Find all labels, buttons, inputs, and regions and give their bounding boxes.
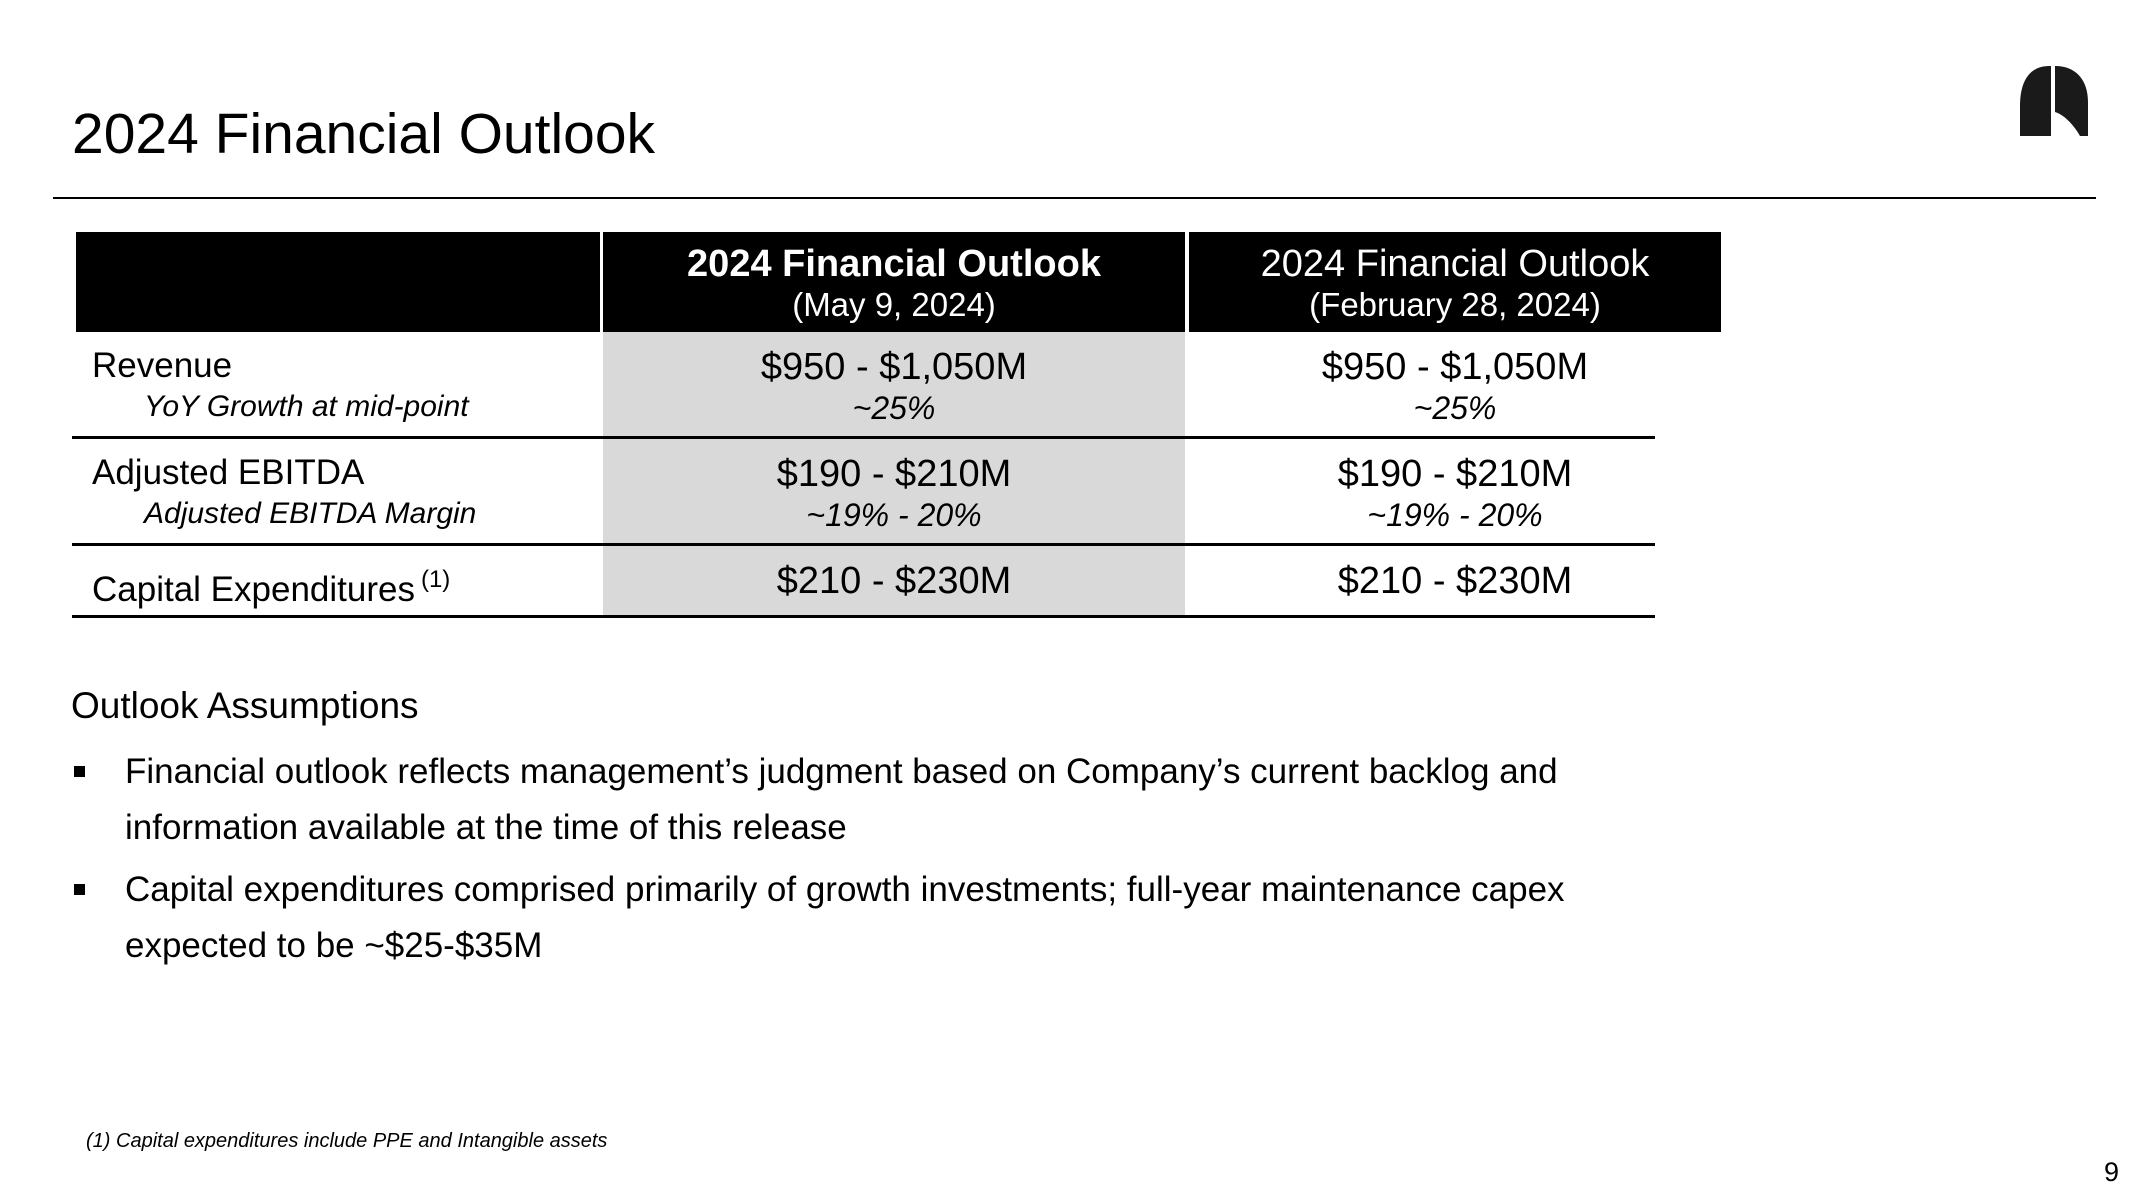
row-label: Revenue	[92, 346, 233, 385]
feb-value: $190 - $210M	[1337, 453, 1573, 495]
assumptions-heading: Outlook Assumptions	[71, 685, 419, 726]
feb-value: $210 - $230M	[1337, 560, 1573, 602]
may-value-cell: $210 - $230M	[603, 546, 1185, 615]
table-row-capital-expenditures: Capital Expenditures (1) $210 - $230M $21…	[72, 546, 1655, 618]
header-feb-title: 2024 Financial Outlook	[1260, 243, 1650, 285]
header-may-date: (May 9, 2024)	[792, 286, 996, 323]
square-bullet-icon	[74, 766, 85, 777]
row-label-text: Capital Expenditures	[92, 570, 415, 609]
row-label-cell: Adjusted EBITDA Adjusted EBITDA Margin	[72, 439, 600, 543]
company-logo-icon	[2020, 66, 2088, 136]
feb-value: $950 - $1,050M	[1321, 346, 1589, 388]
row-sublabel: YoY Growth at mid-point	[144, 390, 469, 423]
may-value: $950 - $1,050M	[760, 346, 1028, 388]
row-sublabel: Adjusted EBITDA Margin	[144, 497, 477, 530]
square-bullet-icon	[74, 884, 85, 895]
header-cell-blank	[76, 232, 600, 332]
outlook-table: 2024 Financial Outlook (May 9, 2024) 202…	[72, 232, 1721, 618]
row-label-cell: Revenue YoY Growth at mid-point	[72, 332, 600, 436]
row-label-cell: Capital Expenditures (1)	[72, 546, 600, 615]
feb-value-cell: $190 - $210M ~19% - 20%	[1189, 439, 1721, 543]
header-cell-may: 2024 Financial Outlook (May 9, 2024)	[603, 232, 1185, 332]
row-label: Adjusted EBITDA	[92, 453, 365, 492]
feb-value-cell: $210 - $230M	[1189, 546, 1721, 615]
footnote: (1) Capital expenditures include PPE and…	[86, 1130, 608, 1152]
header-cell-feb: 2024 Financial Outlook (February 28, 202…	[1189, 232, 1721, 332]
table-row-adjusted-ebitda: Adjusted EBITDA Adjusted EBITDA Margin $…	[72, 439, 1655, 546]
may-value-cell: $190 - $210M ~19% - 20%	[603, 439, 1185, 543]
page-title: 2024 Financial Outlook	[72, 102, 656, 166]
may-subvalue: ~25%	[852, 390, 936, 426]
table-header-row: 2024 Financial Outlook (May 9, 2024) 202…	[72, 232, 1721, 332]
feb-value-cell: $950 - $1,050M ~25%	[1189, 332, 1721, 436]
footnote-reference: (1)	[420, 566, 451, 593]
title-divider	[53, 197, 2096, 199]
feb-subvalue: ~25%	[1413, 390, 1497, 426]
header-feb-date: (February 28, 2024)	[1309, 286, 1601, 323]
header-may-title: 2024 Financial Outlook	[687, 243, 1101, 285]
feb-subvalue: ~19% - 20%	[1367, 497, 1543, 533]
may-value: $190 - $210M	[776, 453, 1012, 495]
page-number: 9	[2104, 1157, 2120, 1187]
bullet-text: Financial outlook reflects management’s …	[125, 752, 1558, 847]
row-label: Capital Expenditures (1)	[92, 560, 600, 610]
may-subvalue: ~19% - 20%	[806, 497, 982, 533]
may-value: $210 - $230M	[776, 560, 1012, 602]
bullet-text: Capital expenditures comprised primarily…	[125, 870, 1565, 965]
table-row-revenue: Revenue YoY Growth at mid-point $950 - $…	[72, 332, 1655, 439]
may-value-cell: $950 - $1,050M ~25%	[603, 332, 1185, 436]
